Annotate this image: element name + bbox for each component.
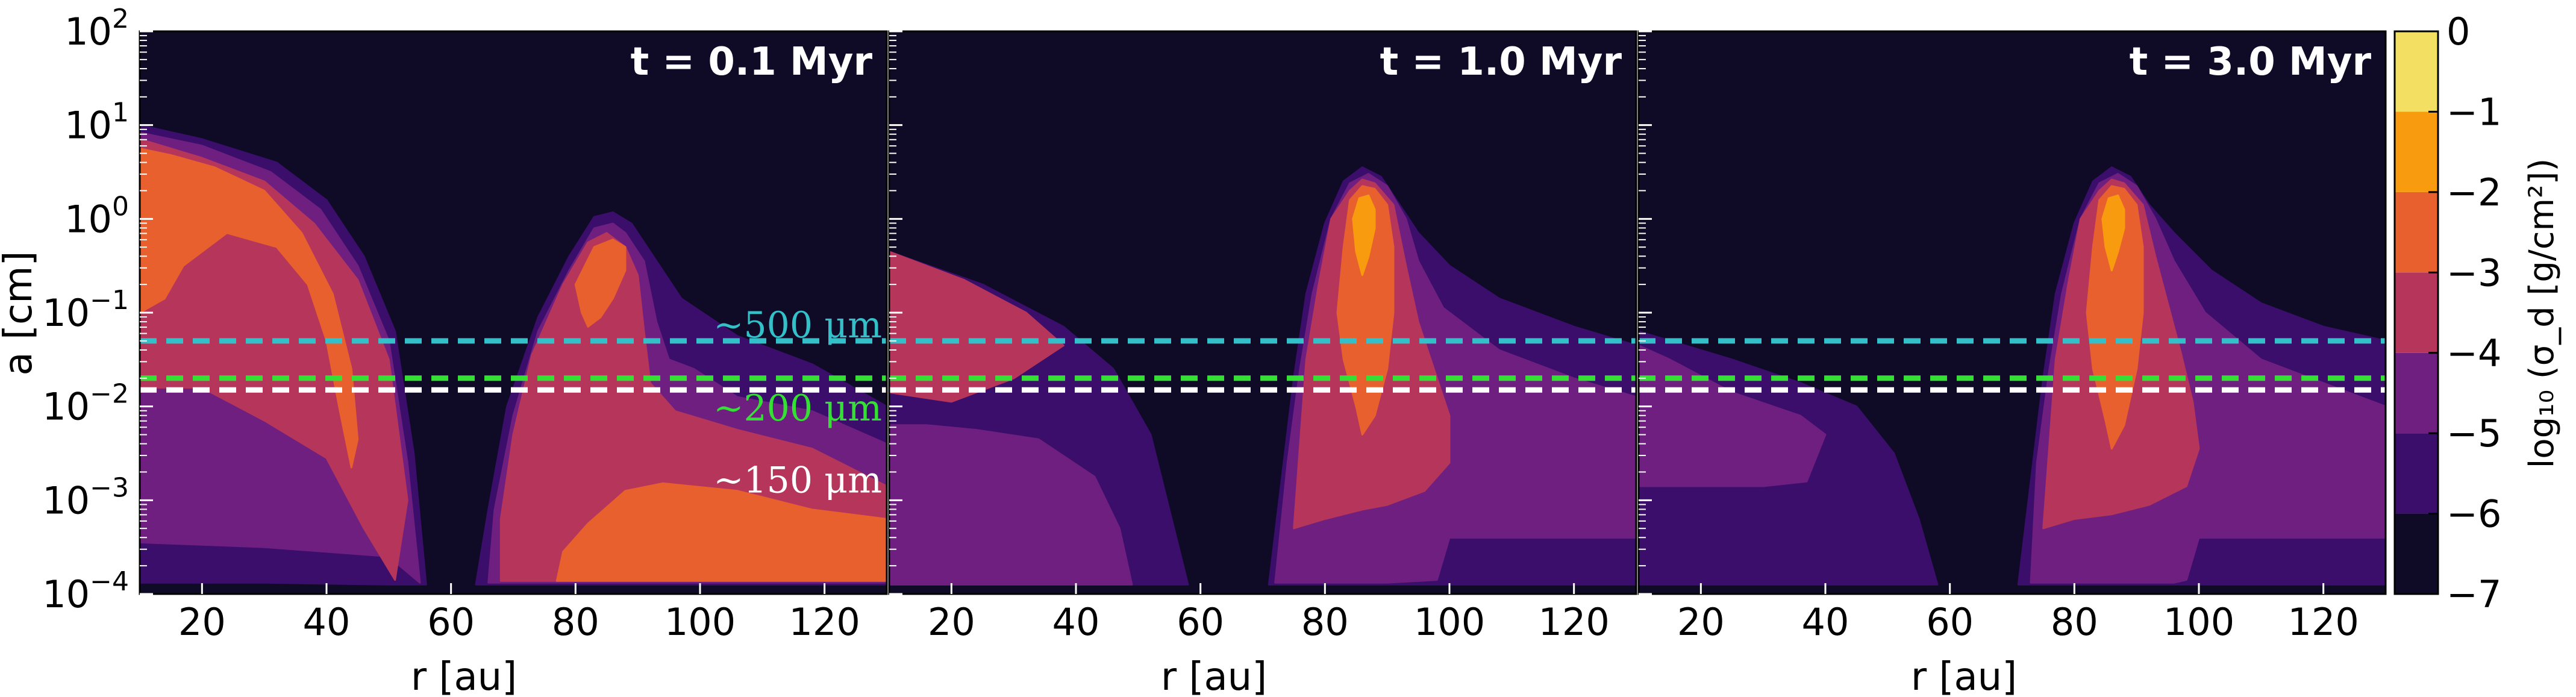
colorbar-tick-label: 0	[2446, 10, 2470, 54]
contour-level-m5-2	[1639, 345, 1827, 487]
x-tick-label: 20	[928, 600, 975, 644]
colorbar-tick-label: −1	[2446, 90, 2501, 134]
panel-3: 20 40 60 80 100 120 t = 3.0 Myr	[1637, 30, 2387, 644]
panel-1: 20 40 60 80 100 120 t = 0.1 Myr ~500 μm ~200 μm ~…	[139, 30, 888, 644]
contour-level-m4-5	[889, 251, 1064, 403]
x-tick-label: 60	[1926, 600, 1974, 644]
colorbar-segment	[2395, 192, 2438, 273]
colorbar-tick-label: −7	[2446, 572, 2501, 616]
contour-level-m3-8	[574, 239, 627, 328]
contour-level-m3-7	[1336, 185, 1395, 436]
panel-title: t = 0.1 Myr	[631, 40, 873, 84]
panels-layer: 20 40 60 80 100 120 t = 0.1 Myr ~500 μm ~200 μm ~…	[139, 30, 2387, 644]
y-tick-label: 10−3	[42, 472, 129, 522]
y-tick-label: 10−1	[42, 285, 129, 335]
y-tick-label: 101	[64, 98, 129, 148]
contour-fills	[140, 124, 887, 586]
panel-title: t = 3.0 Myr	[2130, 40, 2372, 84]
colorbar-segment	[2395, 513, 2438, 594]
contour-level-m3-6	[140, 148, 359, 469]
x-axis-label-1: r [au]	[411, 655, 517, 697]
colorbar-segment	[2395, 433, 2438, 514]
x-tick-label: 60	[1177, 600, 1224, 644]
colorbar-label: log₁₀ (σ_d [g/cm²])	[2522, 158, 2562, 469]
x-tick-label: 20	[1677, 600, 1725, 644]
x-tick-label: 120	[789, 600, 860, 644]
y-axis-label: a [cm]	[0, 251, 41, 375]
colorbar-frame	[2393, 30, 2439, 595]
panel-2: 20 40 60 80 100 120 t = 1.0 Myr	[888, 30, 1637, 644]
x-tick-label: 80	[2051, 600, 2098, 644]
x-axis-label-2: r [au]	[1161, 655, 1267, 697]
x-tick-label: 100	[1414, 600, 1485, 644]
colorbar-tick-label: −3	[2446, 251, 2501, 295]
contour-level-m3-7	[555, 482, 887, 582]
colorbar-tick-label: −2	[2446, 170, 2501, 214]
colorbar-segment	[2395, 272, 2438, 353]
x-tick-label: 40	[1802, 600, 1849, 644]
colorbar-segment	[2395, 111, 2438, 192]
reference-label-3: ~150 μm	[713, 459, 882, 501]
x-tick-label: 80	[552, 600, 599, 644]
colorbar-tick-label: −4	[2446, 331, 2501, 375]
contour-level-m3-5	[2086, 185, 2144, 450]
x-tick-label: 100	[2163, 600, 2234, 644]
colorbar-segment	[2395, 352, 2438, 434]
x-tick-label: 120	[2287, 600, 2359, 644]
colorbar-segment	[2395, 31, 2438, 112]
x-tick-label: 120	[1538, 600, 1609, 644]
y-tick-label: 10−2	[42, 379, 129, 429]
contour-level-m2-8	[1352, 194, 1376, 277]
x-tick-label: 100	[664, 600, 736, 644]
reference-label-2: ~200 μm	[713, 387, 882, 430]
x-tick-label: 60	[427, 600, 475, 644]
y-tick-label: 10−4	[42, 566, 129, 616]
panel-title: t = 1.0 Myr	[1380, 40, 1622, 84]
y-tick-label: 102	[64, 4, 129, 54]
x-tick-label: 80	[1301, 600, 1349, 644]
x-tick-label: 40	[1052, 600, 1100, 644]
contour-level-m5-2	[889, 424, 1133, 586]
x-axis-label-3: r [au]	[1911, 655, 2017, 697]
reference-label-1: ~500 μm	[713, 304, 882, 346]
colorbar: −7 −6 −5 −4 −3 −2 −1 0	[2393, 10, 2501, 616]
x-tick-label: 40	[303, 600, 351, 644]
colorbar-tick-label: −5	[2446, 411, 2501, 455]
contour-level-m4-4	[140, 138, 408, 581]
colorbar-tick-label: −6	[2446, 492, 2501, 536]
y-tick-label: 100	[64, 191, 129, 241]
x-tick-label: 20	[178, 600, 226, 644]
contour-level-m2-6	[2101, 194, 2125, 272]
